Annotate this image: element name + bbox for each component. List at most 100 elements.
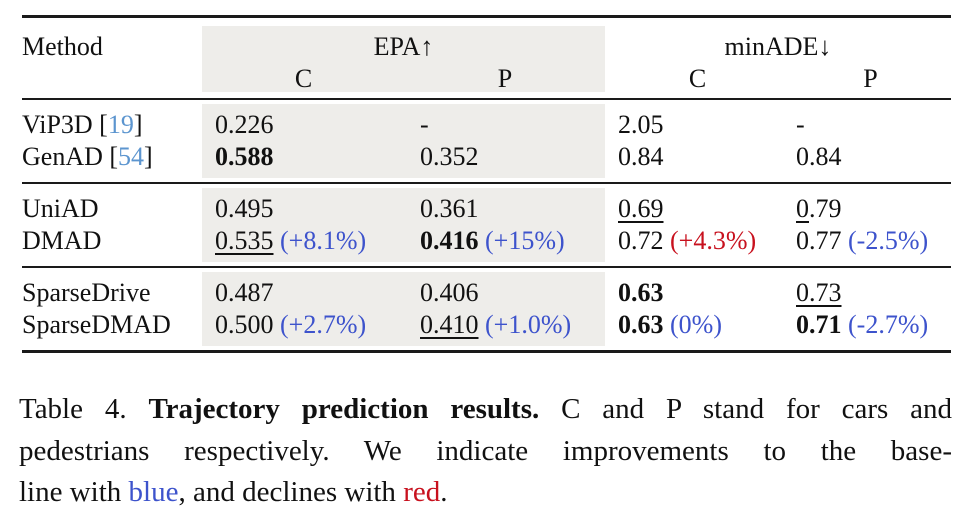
caption-segment: Table 4. bbox=[19, 393, 149, 425]
value-segment: (-2.7%) bbox=[848, 310, 929, 339]
cell-epa-p: - bbox=[405, 109, 605, 141]
table-row-uniad: UniAD 0.495 0.361 0.69 0.79 bbox=[22, 193, 951, 225]
epa-shade-band bbox=[202, 26, 605, 92]
epa-group-header: EPA↑ bbox=[202, 31, 605, 63]
value-segment: (+15%) bbox=[485, 226, 565, 255]
value-segment: 0.487 bbox=[215, 278, 274, 307]
value-segment: (+4.3%) bbox=[670, 226, 757, 255]
table-row-sparsedrive: SparseDrive 0.487 0.406 0.63 0.73 bbox=[22, 277, 951, 309]
cell-minade-c: 0.69 bbox=[605, 193, 790, 225]
table-header: Method EPA↑ minADE↓ C P C P bbox=[22, 18, 951, 98]
cell-epa-c: 0.588 bbox=[202, 141, 405, 173]
value-segment: 0 bbox=[796, 194, 809, 223]
table-top-rule bbox=[22, 15, 951, 18]
caption-segment: . bbox=[440, 476, 448, 508]
cell-epa-c: 0.535 (+8.1%) bbox=[202, 225, 405, 257]
minade-group-header: minADE↓ bbox=[605, 31, 951, 63]
cell-epa-p: 0.410 (+1.0%) bbox=[405, 309, 605, 341]
method-label: SparseDMAD bbox=[22, 310, 171, 339]
value-segment: 0.535 bbox=[215, 226, 274, 255]
sub-header-label: P bbox=[863, 64, 878, 93]
caption-segment: line with bbox=[19, 476, 129, 508]
cell-method: ViP3D [19] bbox=[22, 109, 202, 141]
value-segment: - bbox=[420, 110, 429, 139]
table-bottom-rule bbox=[22, 350, 951, 353]
value-segment: 0.406 bbox=[420, 278, 479, 307]
cell-epa-c: 0.495 bbox=[202, 193, 405, 225]
cell-epa-c: 0.487 bbox=[202, 277, 405, 309]
table-row-dmad: DMAD 0.535 (+8.1%) 0.416 (+15%) 0.72 (+4.3%… bbox=[22, 225, 951, 257]
minade-header-label: minADE↓ bbox=[724, 32, 832, 61]
sub-header-label: C bbox=[688, 64, 707, 93]
table-caption: Table 4. Trajectory prediction results. … bbox=[19, 389, 952, 514]
cell-method: SparseDrive bbox=[22, 277, 202, 309]
method-label: GenAD [ bbox=[22, 142, 119, 171]
value-segment: 0.500 bbox=[215, 310, 274, 339]
value-segment: (+1.0%) bbox=[485, 310, 572, 339]
caption-line-1: Table 4. Trajectory prediction results. … bbox=[19, 389, 952, 431]
table-body: ViP3D [19] 0.226 - 2.05 - GenAD [54] 0.588 0.35… bbox=[22, 100, 951, 350]
method-label: DMAD bbox=[22, 226, 102, 255]
row-group-2: UniAD 0.495 0.361 0.69 0.79 DMAD 0.535 (+8.1%)… bbox=[22, 184, 951, 266]
caption-segment: blue bbox=[128, 476, 179, 508]
value-segment: 0.410 bbox=[420, 310, 479, 339]
value-segment: 0.416 bbox=[420, 226, 479, 255]
cell-minade-c: 0.63 (0%) bbox=[605, 309, 790, 341]
value-segment: 0.588 bbox=[215, 142, 274, 171]
cell-minade-p: 0.77 (-2.5%) bbox=[790, 225, 951, 257]
epa-shade-band bbox=[202, 272, 605, 346]
caption-segment: red bbox=[403, 476, 441, 508]
value-segment: 0.71 bbox=[796, 310, 842, 339]
value-segment: 0.84 bbox=[618, 142, 664, 171]
value-segment: 0.73 bbox=[796, 278, 842, 307]
cell-minade-p: - bbox=[790, 109, 951, 141]
cell-epa-c: 0.500 (+2.7%) bbox=[202, 309, 405, 341]
table-row-vip3d: ViP3D [19] 0.226 - 2.05 - bbox=[22, 109, 951, 141]
value-segment: 0.226 bbox=[215, 110, 274, 139]
cell-epa-p: 0.406 bbox=[405, 277, 605, 309]
table-mid-rule bbox=[22, 98, 951, 100]
sub-header-p-4: P bbox=[790, 63, 951, 95]
row-group-3: SparseDrive 0.487 0.406 0.63 0.73 SparseDMAD 0… bbox=[22, 268, 951, 350]
epa-header-label: EPA↑ bbox=[373, 32, 434, 61]
value-segment: 0.77 bbox=[796, 226, 842, 255]
value-segment: - bbox=[796, 110, 805, 139]
row-group-1: ViP3D [19] 0.226 - 2.05 - GenAD [54] 0.588 0.35… bbox=[22, 100, 951, 182]
cell-minade-p: 0.71 (-2.7%) bbox=[790, 309, 951, 341]
cell-minade-p: 0.79 bbox=[790, 193, 951, 225]
cell-minade-c: 0.84 bbox=[605, 141, 790, 173]
cell-method: GenAD [54] bbox=[22, 141, 202, 173]
sub-header-c-1: C bbox=[202, 63, 405, 95]
method-column-header: Method bbox=[22, 31, 202, 63]
caption-segment: pedestrians respectively. We indicate im… bbox=[19, 434, 952, 467]
method-label: SparseDrive bbox=[22, 278, 151, 307]
epa-shade-band bbox=[202, 188, 605, 262]
table-row-sparsedmad: SparseDMAD 0.500 (+2.7%) 0.410 (+1.0%) 0.63… bbox=[22, 309, 951, 341]
method-label: ViP3D [ bbox=[22, 110, 108, 139]
sub-header-c-3: C bbox=[605, 63, 790, 95]
sub-header-label: P bbox=[497, 64, 513, 93]
value-segment: 0.69 bbox=[618, 194, 664, 223]
value-segment: 0.63 bbox=[618, 310, 664, 339]
cell-epa-c: 0.226 bbox=[202, 109, 405, 141]
method-label: 19 bbox=[107, 110, 134, 139]
value-segment: 0.72 bbox=[618, 226, 664, 255]
method-header-label: Method bbox=[22, 32, 103, 61]
results-table: Method EPA↑ minADE↓ C P C P ViP3D [19] 0.226… bbox=[22, 15, 951, 353]
cell-minade-c: 2.05 bbox=[605, 109, 790, 141]
value-segment: 0.352 bbox=[420, 142, 479, 171]
epa-shade-band bbox=[202, 104, 605, 178]
cell-method: SparseDMAD bbox=[22, 309, 202, 341]
sub-header-label: C bbox=[294, 64, 313, 93]
value-segment: .79 bbox=[809, 194, 842, 223]
value-segment: (0%) bbox=[670, 310, 722, 339]
method-label: ] bbox=[133, 110, 143, 139]
table-mid-rule bbox=[22, 182, 951, 184]
cell-epa-p: 0.416 (+15%) bbox=[405, 225, 605, 257]
cell-minade-c: 0.63 bbox=[605, 277, 790, 309]
value-segment: (-2.5%) bbox=[848, 226, 929, 255]
header-group-row: Method EPA↑ minADE↓ bbox=[22, 31, 951, 63]
value-segment: 2.05 bbox=[618, 110, 664, 139]
